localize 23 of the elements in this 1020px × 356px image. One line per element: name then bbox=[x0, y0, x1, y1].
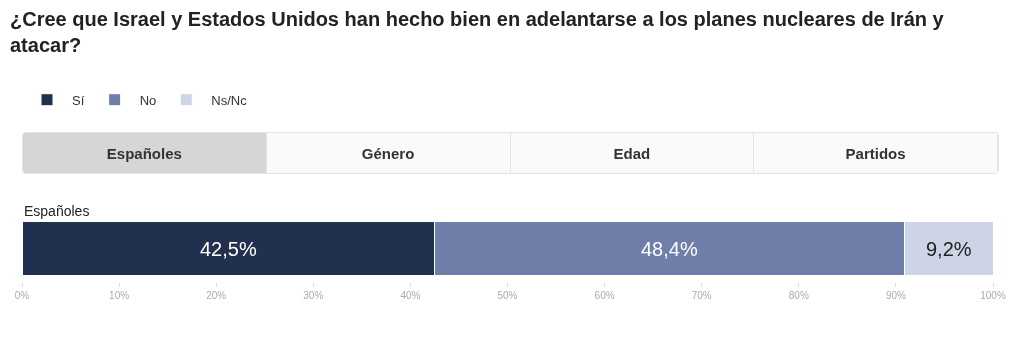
chart-title: ¿Cree que Israel y Estados Unidos han hecho bien en adelantarse a los planes nucleares de Irán y atacar? bbox=[10, 7, 945, 58]
x-tick-label: 60% bbox=[594, 290, 615, 301]
x-tick-label: 20% bbox=[206, 290, 227, 301]
x-tick-label: 30% bbox=[303, 290, 324, 301]
legend-label: Ns/Nc bbox=[211, 92, 248, 108]
tab-button: Edad bbox=[510, 133, 755, 173]
x-tick-label: 0% bbox=[14, 290, 30, 301]
x-tick-label: 100% bbox=[980, 290, 1006, 301]
x-tick-label: 50% bbox=[497, 290, 518, 301]
tab-button: Partidos bbox=[754, 133, 998, 173]
x-tick-label: 10% bbox=[109, 290, 130, 301]
data-label: 48,4% bbox=[641, 238, 698, 260]
data-label: 9,2% bbox=[926, 238, 972, 260]
x-tick-label: 40% bbox=[400, 290, 421, 301]
x-tick-label: 70% bbox=[691, 290, 712, 301]
x-tick-label: 80% bbox=[788, 290, 809, 301]
tab-button: Españoles bbox=[23, 133, 267, 173]
y-tick-label: Españoles bbox=[24, 203, 90, 219]
data-label: 42,5% bbox=[200, 238, 257, 260]
x-tick-label: 90% bbox=[885, 290, 907, 301]
legend-label: Sí bbox=[72, 92, 85, 108]
legend-label: No bbox=[139, 92, 157, 108]
tab-button: Género bbox=[266, 133, 511, 173]
